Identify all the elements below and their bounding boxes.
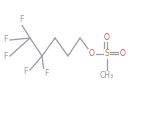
- Text: O: O: [104, 32, 110, 42]
- Text: O: O: [89, 49, 95, 59]
- Text: F: F: [3, 51, 7, 61]
- Text: CH₃: CH₃: [100, 72, 114, 80]
- Text: F: F: [23, 67, 27, 76]
- Text: F: F: [19, 15, 23, 25]
- Text: F: F: [3, 36, 7, 44]
- Text: O: O: [120, 49, 126, 59]
- Text: F: F: [44, 70, 48, 78]
- Text: S: S: [105, 49, 109, 59]
